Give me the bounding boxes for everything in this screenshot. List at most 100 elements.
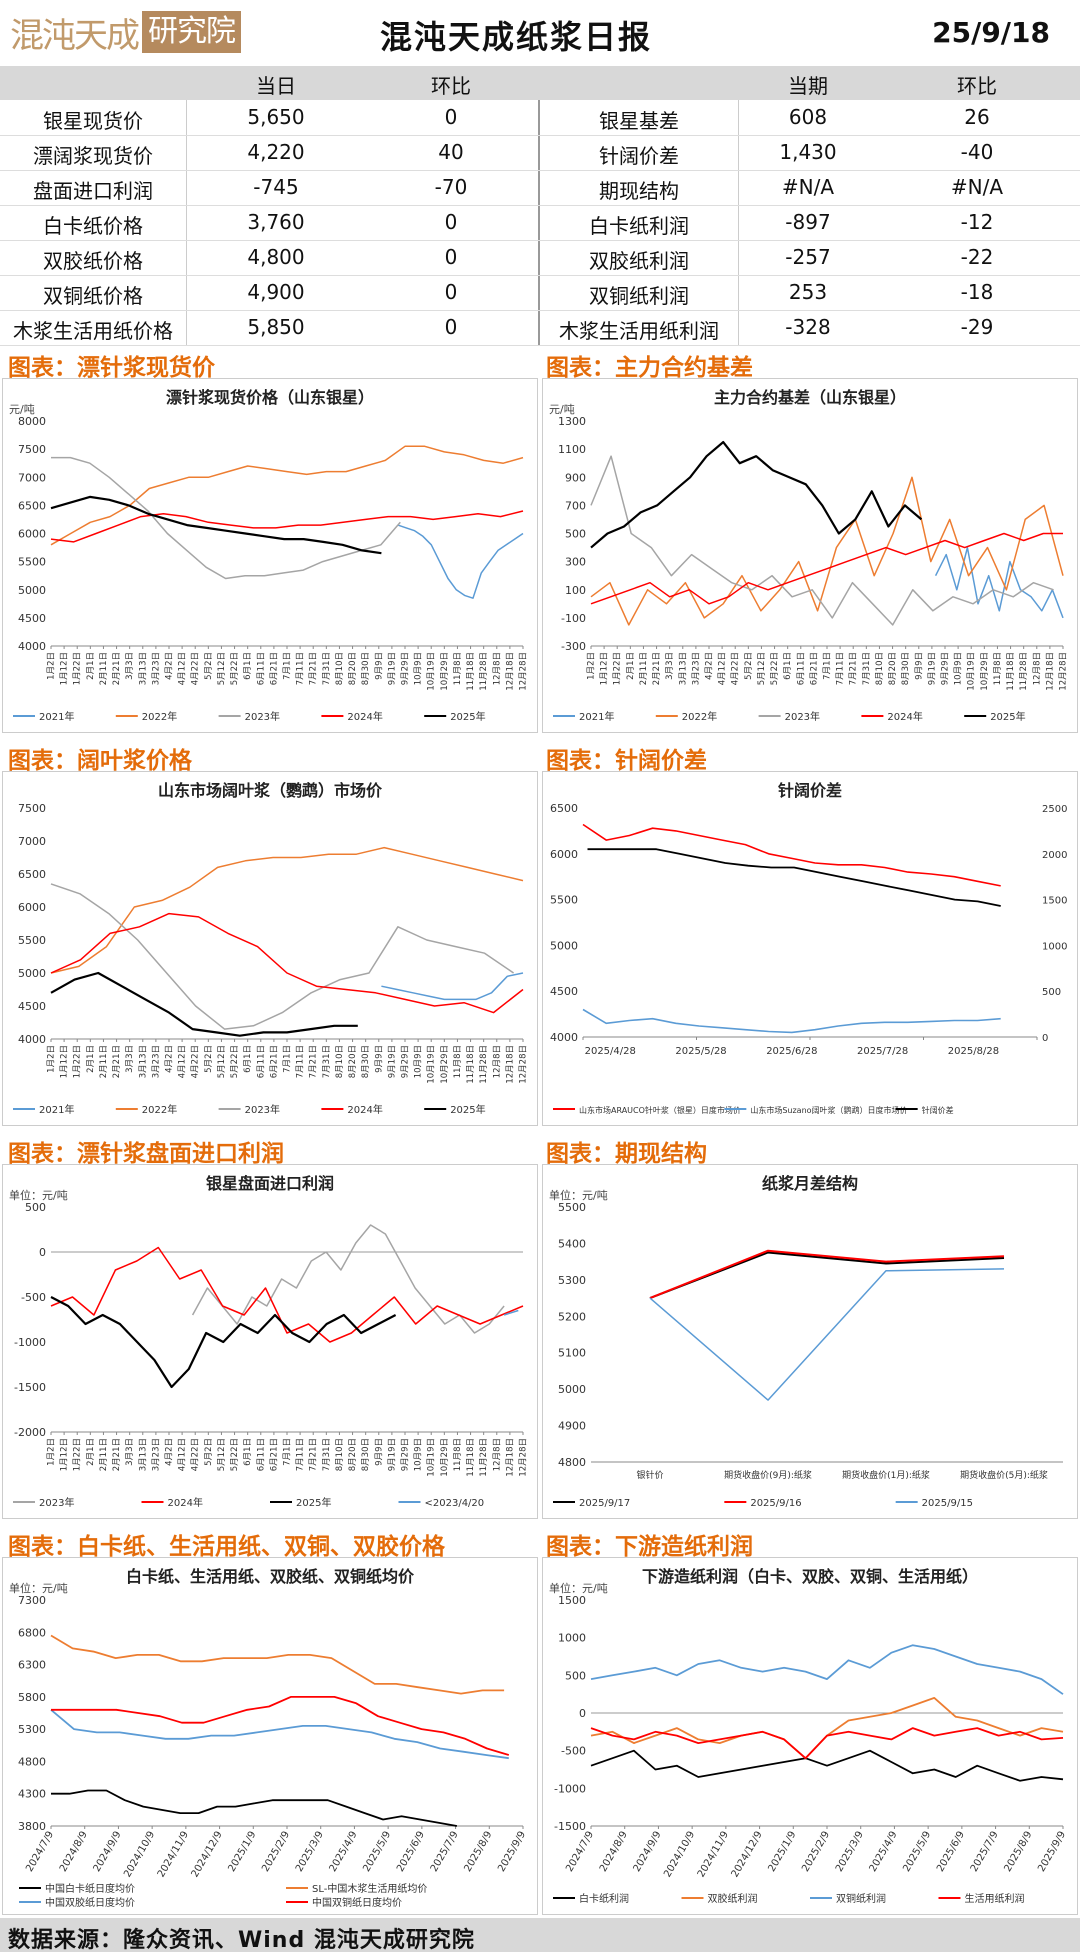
y-tick-label: 5300 [18,1723,46,1736]
legend-item: 2025/9/17 [579,1498,630,1509]
x-tick-label: 9月19日 [927,652,937,685]
x-tick-label: 2025/7/9 [429,1830,461,1874]
table-cell: -40 [960,140,994,164]
series-line [590,1727,1064,1760]
y-tick-label: -1000 [554,1782,586,1795]
x-tick-label: 5月22日 [230,652,240,685]
header-change-left: 环比 [431,74,471,98]
y-tick-label: 6300 [18,1659,46,1672]
x-tick-label: 5月2日 [204,1438,214,1466]
x-tick-label: 9月29日 [401,1438,411,1471]
x-category-label: 期货收盘价(5月):纸浆 [960,1469,1048,1481]
table-row: 银星现货价 5,650 0 银星基差 608 26 [0,100,1080,136]
y-tick-label: -300 [561,640,586,653]
x-tick-label: 5月12日 [217,1438,227,1471]
series-line [649,1268,1005,1401]
x-tick-label: 4月22日 [731,652,741,685]
table-cell: 针阔价差 [599,144,679,168]
x-tick-label: 3月3日 [665,652,675,680]
x-tick-label: 12月18日 [1045,652,1055,691]
x-tick-label: 4月12日 [178,652,188,685]
x-tick-label: 2025/4/9 [868,1830,900,1874]
x-tick-label: 1月2日 [47,1438,57,1466]
chart-unit: 元/吨 [9,403,35,416]
series-line [397,524,524,599]
chart-title: 针阔价差 [778,781,842,800]
x-tick-label: 7月1日 [823,652,833,680]
x-tick-label: 2025/4/9 [328,1830,360,1874]
x-tick-label: 3月3日 [125,1438,135,1466]
series-line [582,823,1001,887]
x-tick-label: 2月11日 [99,652,109,685]
legend-item: 2025/9/16 [750,1498,801,1509]
x-tick-label: 2月21日 [112,652,122,685]
legend-item: 2021年 [579,710,614,723]
chart-svg: 下游造纸利润（白卡、双胶、双铜、生活用纸） 单位：元/吨 -1500 -1000 -50… [549,1567,1068,1905]
header-current: 当期 [788,74,828,98]
legend-item: 2024年 [168,1496,203,1509]
y-tick-label: 7000 [18,471,46,484]
x-tick-label: 10月29日 [440,652,450,691]
x-tick-label: 4月2日 [165,1438,175,1466]
chart-svg: 山东市场阔叶浆（鹦鹉）市场价 4000 4500 5000 5500 6000 6500 70… [13,781,529,1116]
table-cell: #N/A [950,175,1004,199]
x-tick-label: 10月19日 [427,652,437,691]
x-tick-label: 1月12日 [60,1045,70,1078]
y-tick-label: 4800 [18,1755,46,1768]
legend-item: 2022年 [682,710,717,723]
header-today: 当日 [256,74,296,98]
legend-item: 2025年 [296,1496,331,1509]
x-tick-label: 1月12日 [600,652,610,685]
x-tick-label: 2月1日 [626,652,636,680]
y-tick-label: 4800 [558,1456,586,1469]
x-tick-label: 2024/11/9 [696,1830,731,1880]
x-tick-label: 2024/10/9 [662,1830,697,1880]
x-tick-label: 6月11日 [796,652,806,685]
series-line [50,1296,397,1389]
table-cell: 608 [788,105,828,129]
table-cell: 4,900 [247,280,305,304]
x-tick-label: 11月18日 [466,1438,476,1477]
x-tick-label: 9月19日 [387,1045,397,1078]
x-tick-label: 2025/7/9 [969,1830,1001,1874]
x-tick-label: 11月28日 [1019,652,1029,691]
y2-tick-label: 1000 [1042,941,1067,952]
x-tick-label: 4月2日 [705,652,715,680]
x-tick-label: 2025/5/9 [361,1830,393,1874]
x-tick-label: 9月29日 [941,652,951,685]
x-tick-label: 8月10日 [335,652,345,685]
x-tick-label: 2025/9/9 [1036,1830,1068,1874]
y2-tick-label: 2000 [1042,850,1067,861]
y-tick-label: 7300 [18,1594,46,1607]
chart-panel-paper-prices: 白卡纸、生活用纸、双胶纸、双铜纸均价 单位：元/吨 3800 4300 4800 5300… [2,1557,538,1915]
table-cell: 1,430 [779,140,837,164]
table-cell: 0 [444,105,458,129]
table-row: 木浆生活用纸价格 5,850 0 木浆生活用纸利润 -328 -29 [0,310,1080,346]
x-tick-label: 2025/4/28 [585,1046,636,1057]
series-line [50,846,524,974]
x-tick-label: 2月21日 [652,652,662,685]
chart-unit: 单位：元/吨 [549,1581,608,1595]
table-cell: 期现结构 [599,179,679,203]
legend-item: <2023/4/20 [425,1498,485,1509]
x-tick-label: 2025/8/9 [462,1830,494,1874]
table-cell: 4,800 [247,245,305,269]
series-line [51,1789,458,1827]
x-tick-label: 2月21日 [112,1438,122,1471]
chart-unit: 单位：元/吨 [9,1188,68,1202]
legend-item: 双胶纸利润 [708,1892,758,1905]
x-tick-label: 2024/12/9 [730,1830,765,1880]
chart-title: 白卡纸、生活用纸、双胶纸、双铜纸均价 [126,1567,415,1586]
summary-table: 当日 环比 当期 环比 银星现货价 5,650 0 银星基差 608 26 漂阔浆现货价 4,… [0,66,1080,346]
x-tick-label: 11月8日 [453,652,463,685]
x-tick-label: 3月13日 [678,652,688,685]
x-tick-label: 7月1日 [283,1045,293,1073]
legend-item: 山东市场Suzano阔叶浆（鹦鹉）日度市场价 [750,1105,907,1115]
company-logo: 混沌天成 研究院 [10,10,241,56]
y-tick-label: 6500 [18,499,46,512]
y-tick-label: -1500 [554,1820,586,1833]
chart-panel-basis: 主力合约基差（山东银星） 元/吨 -300 -100 100 300 500 700 900 11… [542,378,1078,733]
series-line [381,972,524,1001]
x-tick-label: 7月21日 [849,652,859,685]
